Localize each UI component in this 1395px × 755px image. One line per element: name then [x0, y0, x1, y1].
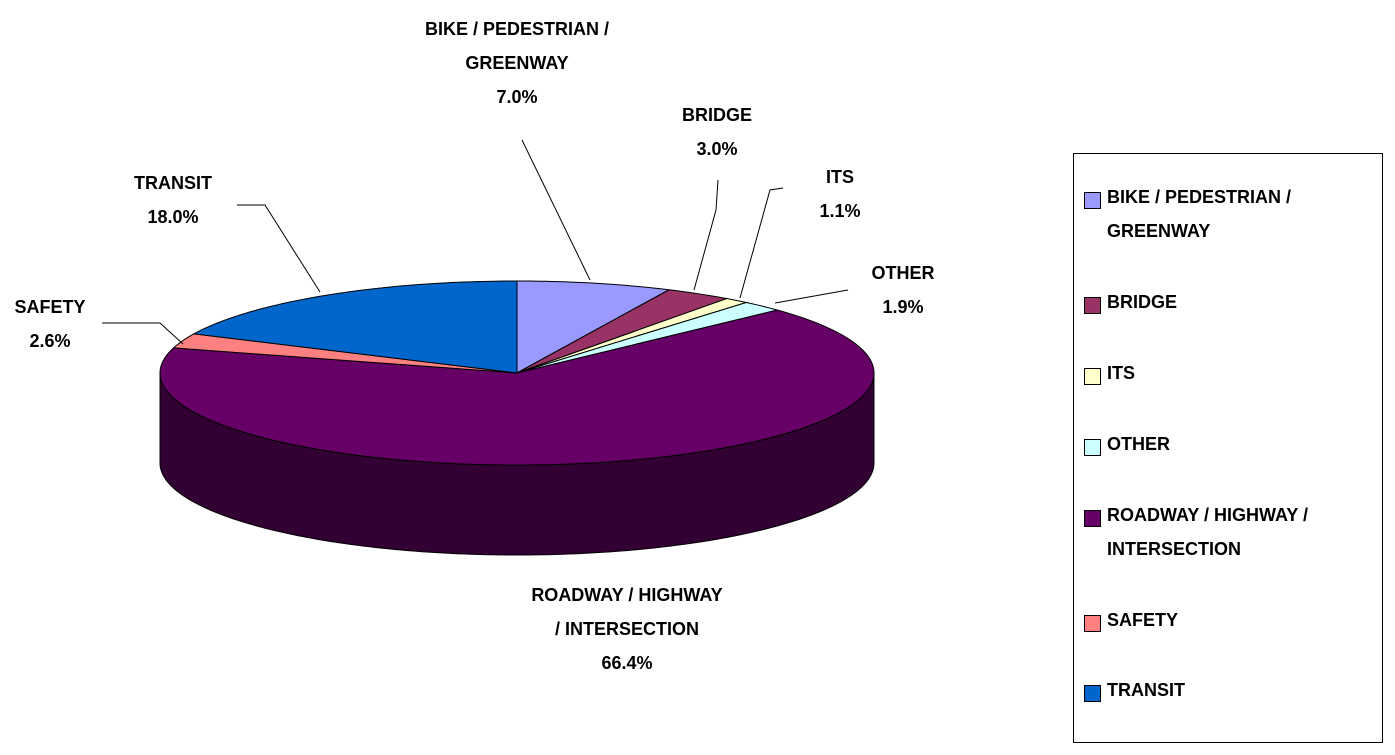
legend-swatch — [1084, 192, 1101, 210]
legend-label: SAFETY — [1107, 609, 1179, 630]
legend-label: TRANSIT — [1107, 680, 1185, 701]
legend: BIKE / PEDESTRIAN / GREENWAY BRIDGE ITS OTH… — [1073, 153, 1383, 743]
category-label: SAFETY — [14, 297, 86, 317]
data-label: OTHER 1.9% — [833, 256, 973, 324]
legend-swatch — [1084, 509, 1101, 527]
legend-item: BIKE / PEDESTRIAN / GREENWAY — [1074, 187, 1382, 248]
legend-item: BRIDGE — [1074, 292, 1382, 319]
category-label: BRIDGE — [681, 105, 752, 125]
data-label: ROADWAY / HIGHWAY / INTERSECTION 66.4% — [527, 578, 727, 680]
legend-label: OTHER — [1107, 433, 1170, 454]
pie-slice — [516, 280, 671, 374]
legend-item: SAFETY — [1074, 610, 1382, 637]
value-label: 7.0% — [496, 87, 538, 107]
legend-item: TRANSIT — [1074, 680, 1382, 707]
legend-item: OTHER — [1074, 434, 1382, 461]
leader-line — [521, 139, 591, 281]
legend-item: ROADWAY / HIGHWAY / INTERSECTION — [1074, 505, 1382, 566]
data-label: ITS 1.1% — [770, 160, 910, 228]
leader-line — [739, 187, 784, 299]
data-label: BRIDGE 3.0% — [647, 98, 787, 166]
chart — [102, 139, 875, 556]
data-label: SAFETY 2.6% — [0, 290, 120, 358]
category-label: OTHER — [871, 263, 935, 283]
pie-slice — [516, 289, 729, 374]
value-label: 66.4% — [601, 653, 653, 673]
legend-swatch — [1084, 438, 1101, 456]
data-label: BIKE / PEDESTRIAN / GREENWAY 7.0% — [392, 12, 642, 114]
leader-line — [237, 204, 321, 293]
value-label: 1.1% — [819, 201, 861, 221]
legend-label: ROADWAY / HIGHWAY / INTERSECTION — [1107, 504, 1309, 559]
category-label: ROADWAY / HIGHWAY / INTERSECTION — [531, 585, 723, 639]
category-label: TRANSIT — [134, 173, 212, 193]
pie-tops — [159, 280, 875, 466]
value-label: 2.6% — [29, 331, 71, 351]
legend-swatch — [1084, 685, 1101, 703]
leader-line — [774, 289, 849, 304]
legend-item: ITS — [1074, 363, 1382, 390]
legend-label: ITS — [1107, 363, 1136, 384]
category-label: BIKE / PEDESTRIAN / GREENWAY — [424, 19, 610, 73]
legend-label: BIKE / PEDESTRIAN / GREENWAY — [1107, 187, 1292, 242]
data-label: TRANSIT 18.0% — [103, 166, 243, 234]
value-label: 3.0% — [696, 139, 738, 159]
legend-swatch — [1084, 614, 1101, 632]
value-label: 18.0% — [147, 207, 199, 227]
leader-lines — [102, 139, 849, 345]
legend-swatch — [1084, 297, 1101, 315]
value-label: 1.9% — [882, 297, 924, 317]
leader-line — [102, 322, 184, 345]
pie-slice — [172, 333, 518, 374]
pie-slice — [192, 280, 518, 374]
legend-label: BRIDGE — [1107, 292, 1178, 313]
pie-slice — [159, 309, 875, 466]
pie-slice — [516, 301, 778, 374]
category-label: ITS — [825, 167, 854, 187]
leader-line — [693, 179, 719, 291]
legend-swatch — [1084, 368, 1101, 386]
